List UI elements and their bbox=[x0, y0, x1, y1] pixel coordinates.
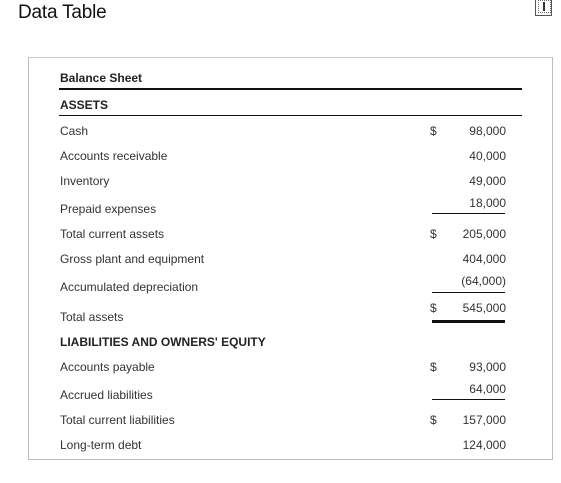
row-value: 205,000 bbox=[462, 227, 506, 241]
row-label: Cash bbox=[60, 124, 89, 138]
row-label: Total assets bbox=[60, 310, 124, 324]
row-value: 64,000 bbox=[469, 382, 506, 396]
row-value: 93,000 bbox=[469, 360, 506, 374]
row-value: 404,000 bbox=[462, 252, 506, 266]
table-title: Balance Sheet bbox=[60, 71, 143, 85]
total-double-rule bbox=[432, 320, 505, 323]
row-value: 49,000 bbox=[469, 174, 506, 188]
subtotal-rule bbox=[432, 399, 505, 400]
assets-header-rule bbox=[59, 115, 522, 116]
liabilities-header: LIABILITIES AND OWNERS' EQUITY bbox=[60, 335, 266, 349]
row-label: Total current liabilities bbox=[60, 413, 175, 427]
subtotal-rule bbox=[432, 213, 505, 214]
row-label: Accrued liabilities bbox=[60, 388, 153, 402]
row-label: Gross plant and equipment bbox=[60, 252, 205, 266]
title-rule bbox=[59, 88, 522, 90]
balance-sheet-panel: Balance Sheet ASSETS Cash $ 98,000 Accou… bbox=[28, 57, 553, 460]
dollar-sign: $ bbox=[430, 413, 437, 427]
row-label: Accounts receivable bbox=[60, 149, 168, 163]
row-label: Inventory bbox=[60, 174, 110, 188]
dollar-sign: $ bbox=[430, 124, 437, 138]
row-value: (64,000) bbox=[461, 274, 506, 288]
subtotal-rule bbox=[432, 292, 505, 293]
row-value: 545,000 bbox=[462, 301, 506, 315]
row-value: 98,000 bbox=[469, 124, 506, 138]
dollar-sign: $ bbox=[430, 301, 437, 315]
page-title: Data Table bbox=[18, 2, 107, 23]
row-value: 157,000 bbox=[462, 413, 506, 427]
row-value: 40,000 bbox=[469, 149, 506, 163]
row-label: Accumulated depreciation bbox=[60, 280, 199, 294]
dollar-sign: $ bbox=[430, 227, 437, 241]
row-label: Accounts payable bbox=[60, 360, 155, 374]
row-label: Total current assets bbox=[60, 227, 165, 241]
dollar-sign: $ bbox=[430, 360, 437, 374]
row-label: Long-term debt bbox=[60, 438, 142, 452]
row-value: 18,000 bbox=[469, 196, 506, 210]
row-value: 124,000 bbox=[462, 438, 506, 452]
window-restore-icon[interactable] bbox=[535, 0, 552, 16]
assets-header: ASSETS bbox=[60, 98, 109, 112]
row-label: Prepaid expenses bbox=[60, 202, 157, 216]
